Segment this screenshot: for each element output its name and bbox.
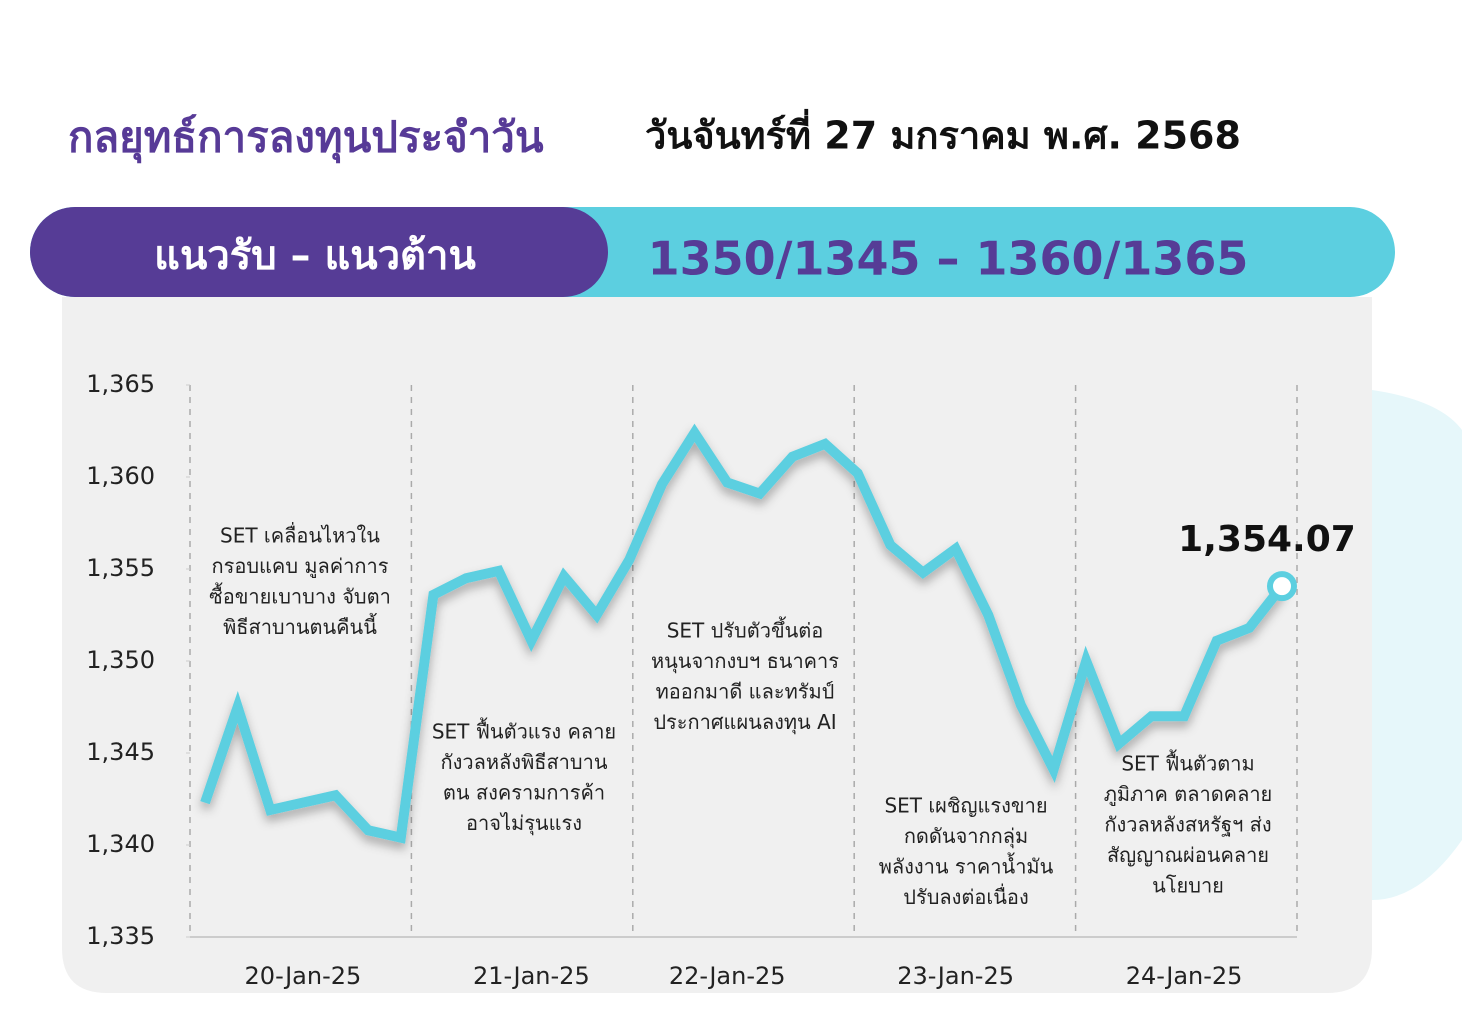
band-label: แนวรับ – แนวต้าน (154, 233, 476, 279)
annotation: นโยบาย (1152, 874, 1224, 898)
end-point (1267, 571, 1297, 602)
y-tick-label: 1,340 (86, 830, 155, 858)
annotation: SET ฟื้นตัวตาม (1121, 750, 1254, 776)
decor (1372, 390, 1462, 900)
y-tick-label: 1,350 (86, 646, 155, 674)
annotation: ประกาศแผนลงทุน AI (653, 710, 836, 735)
band-left (30, 207, 608, 297)
y-tick-label: 1,355 (86, 554, 155, 582)
band-value: 1350/1345 – 1360/1365 (648, 232, 1249, 286)
annotation: SET ปรับตัวขึ้นต่อ (667, 617, 824, 643)
annotation: ภูมิภาค ตลาดคลาย (1104, 782, 1273, 807)
x-tick-label: 21-Jan-25 (473, 962, 590, 990)
panel (62, 297, 1372, 993)
y-tick-label: 1,365 (86, 370, 155, 398)
x-tick-label: 24-Jan-25 (1126, 962, 1243, 990)
annotation: ซื้อขายเบาบาง จับตา (209, 583, 391, 609)
annotation: ปรับลงต่อเนื่อง (903, 883, 1028, 909)
x-tick-label: 20-Jan-25 (245, 962, 362, 990)
annotation: หนุนจากงบฯ ธนาคาร (651, 649, 839, 674)
annotation: ทออกมาดี และทรัมป์ (656, 680, 835, 704)
annotation: พลังงาน ราคาน้ำมัน (879, 853, 1054, 879)
annotation: SET เคลื่อนไหวใน (220, 522, 380, 548)
annotation: กรอบแคบ มูลค่าการ (211, 554, 388, 579)
title: กลยุทธ์การลงทุนประจำวัน (68, 113, 544, 164)
annotation: กังวลหลังสหรัฐฯ ส่ง (1104, 813, 1271, 837)
y-tick-label: 1,335 (86, 922, 155, 950)
date: วันจันทร์ที่ 27 มกราคม พ.ศ. 2568 (645, 109, 1241, 158)
x-tick-label: 22-Jan-25 (669, 962, 786, 990)
y-tick-label: 1,360 (86, 462, 155, 490)
annotation: กังวลหลังพิธีสาบาน (441, 750, 608, 774)
annotation: กดดันจากกลุ่ม (904, 824, 1028, 849)
annotation: พิธีสาบานตนคืนนี้ (223, 613, 377, 639)
annotation: ตน สงครามการค้า (443, 781, 605, 805)
y-tick-label: 1,345 (86, 738, 155, 766)
annotation: อาจไม่รุนแรง (466, 811, 582, 836)
x-tick-label: 23-Jan-25 (897, 962, 1014, 990)
annotation: SET เผชิญแรงขาย (884, 794, 1047, 818)
value-label: 1,354.07 (1178, 519, 1356, 560)
line (200, 423, 1286, 844)
annotation: SET ฟื้นตัวแรง คลาย (432, 718, 616, 744)
annotation: สัญญาณผ่อนคลาย (1107, 843, 1269, 867)
